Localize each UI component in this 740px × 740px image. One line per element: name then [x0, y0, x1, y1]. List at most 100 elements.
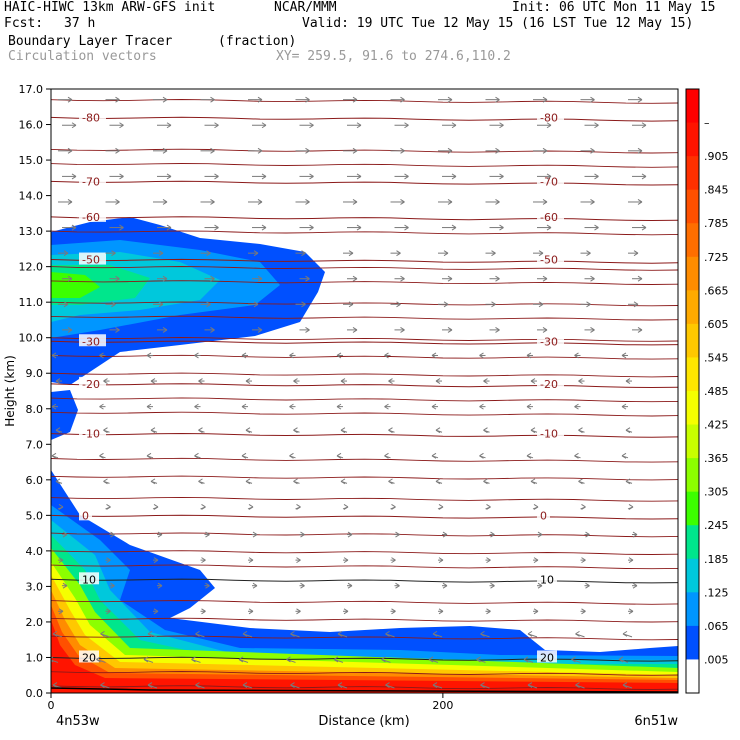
y-tick-label: 14.0 [19, 190, 44, 203]
vector-head [571, 656, 576, 663]
temperature-contours: -80 -80 -70 -70 -60 -60 -50 -50 -30 -30 -20 -20 -10 -… [51, 99, 678, 690]
vector-head [115, 96, 120, 103]
vector-head [241, 403, 247, 410]
tracer-boundary-2 [51, 505, 678, 693]
org-label: NCAR/MMM [274, 0, 337, 15]
vector-head [499, 122, 504, 129]
contour-line [51, 337, 678, 342]
vector-head [337, 682, 343, 688]
init-time: Init: 06 UTC Mon 11 May 15 [512, 0, 716, 15]
vector-head [384, 452, 389, 459]
tracer-small-patch [51, 390, 78, 440]
vector-head [337, 630, 343, 637]
vector-head [52, 630, 58, 637]
vector-head [150, 478, 156, 485]
vector-head [546, 224, 552, 231]
contour-line [51, 397, 678, 403]
vector-head [191, 656, 196, 663]
tracer-boundary-3 [51, 520, 678, 693]
colorbar-label: .605 [704, 318, 729, 331]
vector-head [257, 147, 263, 154]
vector-head [51, 352, 57, 359]
vector-head [147, 682, 153, 688]
x-tick-label: 200 [432, 699, 453, 712]
vector-head [289, 403, 294, 410]
vector-head [431, 352, 437, 359]
vector-head [381, 656, 386, 663]
vector-head [301, 250, 306, 257]
vector-head [542, 96, 548, 103]
vector-head [52, 682, 58, 688]
vector-head [546, 122, 552, 129]
vector-head [119, 122, 124, 129]
contour-label: -30 [82, 335, 100, 348]
vector-head [195, 630, 200, 637]
vector-head [100, 630, 105, 637]
vector-head [443, 250, 449, 257]
vector-head [290, 682, 295, 688]
vector-head [590, 147, 595, 154]
colorbar-swatch [686, 391, 699, 426]
contour-label: -20 [540, 378, 558, 391]
vector-head [245, 478, 251, 485]
vector-head [384, 352, 389, 359]
vector-head [537, 582, 543, 589]
vector-head [622, 630, 628, 637]
vector-head [578, 378, 583, 384]
vector-head [391, 504, 396, 510]
vector-head [296, 504, 301, 510]
y-axis-label: Height (km) [3, 355, 17, 426]
vector-head [581, 504, 586, 510]
contour-line [51, 411, 678, 417]
vector-head [293, 427, 298, 434]
vector-head [523, 656, 529, 663]
vector-head [542, 275, 548, 282]
contour-line [51, 354, 678, 360]
vector-head [542, 147, 548, 154]
vector-head [340, 427, 346, 434]
y-tick-label: 8.0 [26, 403, 44, 416]
y-tick-label: 4.0 [26, 545, 44, 558]
forecast-hours: 37 h [64, 16, 96, 31]
vector-head [245, 427, 251, 434]
vector-head [533, 557, 539, 564]
colorbar-label: .845 [704, 184, 729, 197]
vector-head [300, 531, 305, 538]
vector-head [257, 199, 263, 205]
contour-line [51, 301, 678, 307]
contour-label-bg [537, 376, 564, 389]
vector-head [252, 582, 258, 589]
vector-head [538, 301, 544, 308]
vector-head [150, 427, 156, 434]
contour-line [51, 148, 678, 154]
vector-head [625, 478, 631, 485]
vector-head [214, 224, 219, 231]
vector-head [210, 96, 215, 103]
vector-head [479, 352, 484, 359]
vector-head [340, 378, 346, 384]
vector-head [58, 504, 64, 510]
vector-head [395, 531, 400, 538]
contour-label: -70 [82, 175, 100, 188]
vector-head [248, 608, 254, 615]
tracer-boundary-10 [51, 620, 678, 693]
contour-line [51, 180, 678, 186]
vector-head [261, 173, 267, 180]
model-title: HAIC-HIWC 13km ARW-GFS init [4, 0, 216, 15]
vector-head [147, 630, 153, 637]
vector-head [483, 427, 488, 434]
contour-line [51, 372, 678, 378]
contour-label: -60 [82, 211, 100, 224]
vector-head [586, 250, 591, 257]
vector-head [625, 378, 631, 384]
vector-head [309, 122, 314, 129]
colorbar-swatch [686, 491, 699, 526]
colorbar-label: .665 [704, 284, 729, 297]
vector-head [103, 478, 108, 485]
vector-head [438, 608, 444, 615]
colorbar-swatch [686, 122, 699, 157]
contour-line [51, 600, 678, 605]
vector-head [347, 582, 353, 589]
vector-head [347, 531, 353, 538]
vector-head [241, 352, 247, 359]
